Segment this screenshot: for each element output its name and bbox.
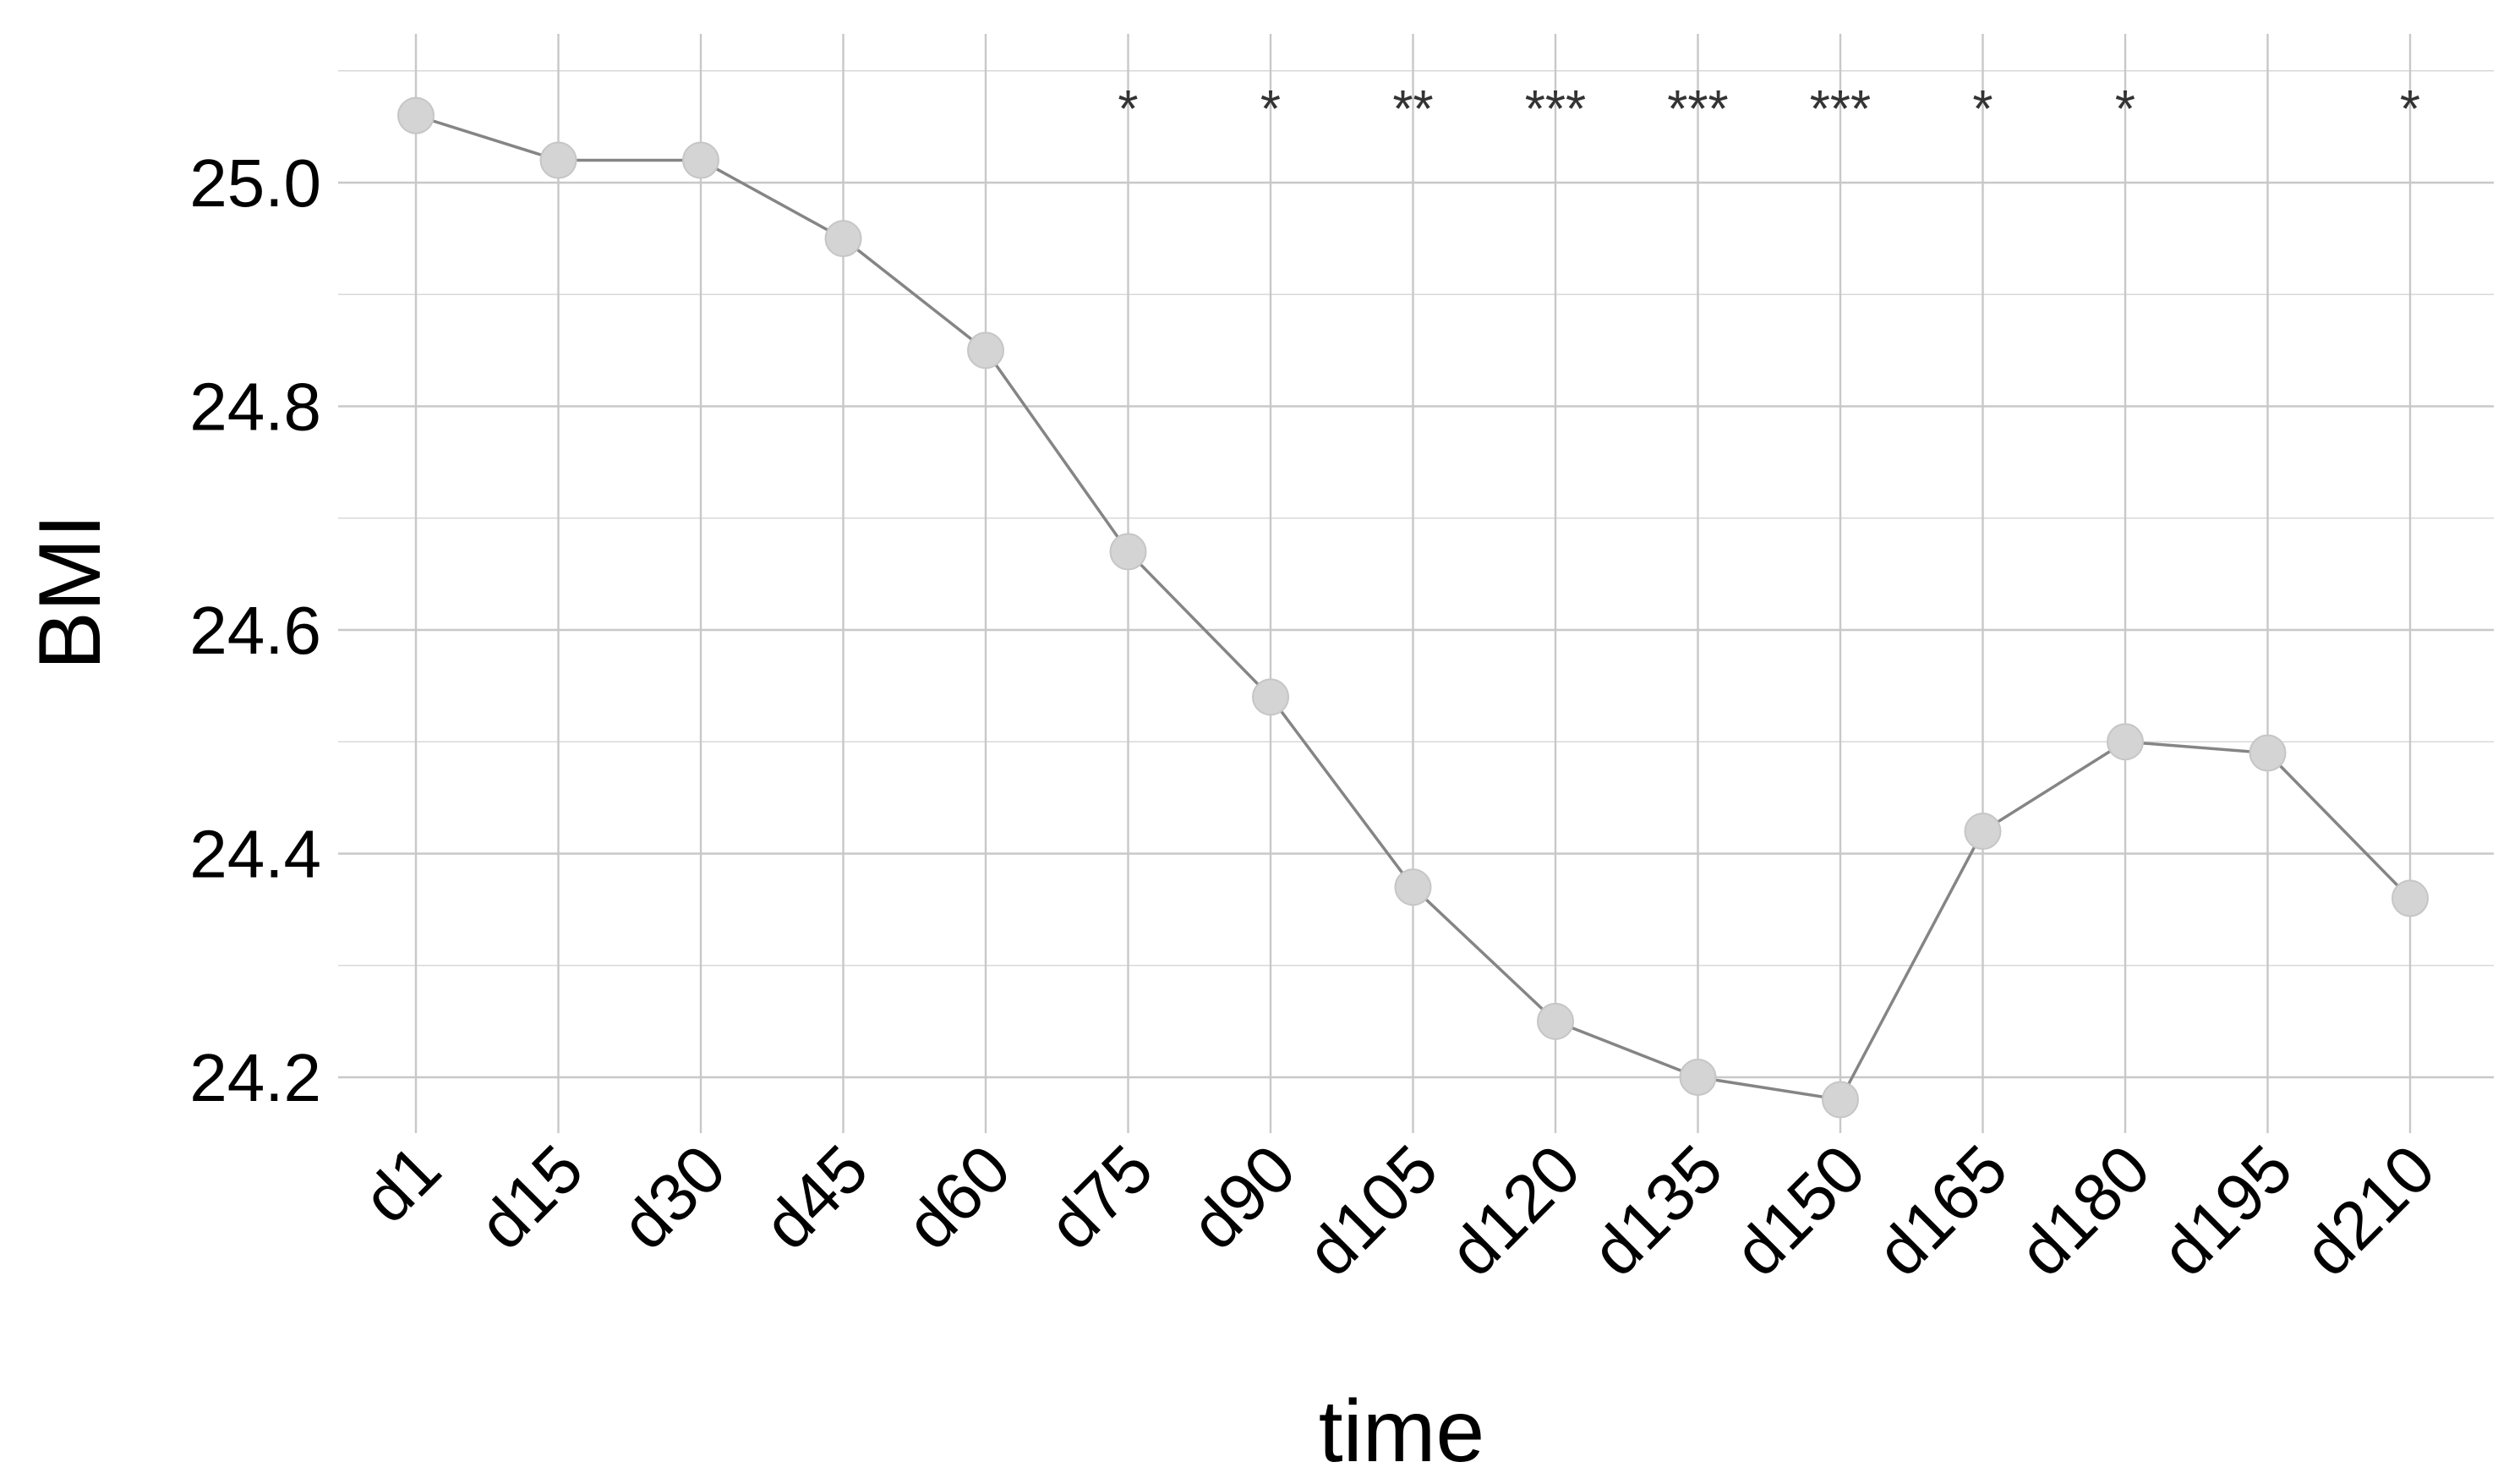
significance-marker-d120: *** <box>1525 80 1586 139</box>
x-tick-label: d105 <box>1293 1131 1452 1290</box>
y-tick-label: 24.6 <box>189 593 321 668</box>
grid <box>338 34 2494 1133</box>
x-tick-label: d180 <box>2004 1131 2164 1290</box>
significance-marker-d150: *** <box>1810 80 1871 139</box>
significance-marker-d90: * <box>1260 80 1281 139</box>
significance-marker-d135: *** <box>1667 80 1728 139</box>
data-point-d60 <box>967 331 1004 370</box>
significance-marker-d165: * <box>1972 80 1992 139</box>
x-tick-label: d60 <box>892 1131 1025 1263</box>
data-point-d45 <box>824 220 862 258</box>
data-point-d75 <box>1109 533 1147 571</box>
significance-marker-d210: * <box>2400 80 2420 139</box>
series <box>397 96 2429 1119</box>
x-axis-ticks: d1 d15 d30 d45 d60 d75 d90d105d120d135d150d165… <box>348 1131 2449 1290</box>
data-point-d195 <box>2249 734 2287 772</box>
x-tick-label: d15 <box>464 1131 597 1263</box>
x-tick-label: d165 <box>1862 1131 2022 1290</box>
x-tick-label: d120 <box>1435 1131 1594 1290</box>
data-point-d1 <box>397 96 435 134</box>
data-point-d180 <box>2107 723 2144 761</box>
x-tick-label: d150 <box>1719 1131 1879 1290</box>
y-tick-label: 25.0 <box>189 145 321 221</box>
significance-markers: * * ** *** *** *** * * * <box>1118 80 2420 139</box>
significance-marker-d180: * <box>2115 80 2135 139</box>
data-point-d15 <box>539 141 577 179</box>
data-point-d210 <box>2392 879 2429 917</box>
x-tick-label: d210 <box>2289 1131 2449 1290</box>
data-point-d165 <box>1964 813 2002 851</box>
y-axis-title: BMI <box>21 514 119 671</box>
data-point-d150 <box>1822 1081 1859 1119</box>
y-axis-ticks: 24.2 24.4 24.6 24.8 25.0 <box>189 145 321 1115</box>
y-tick-label: 24.2 <box>189 1040 321 1115</box>
x-axis-title: time <box>1319 1383 1484 1481</box>
data-point-d120 <box>1537 1002 1574 1040</box>
y-tick-label: 24.8 <box>189 370 321 445</box>
x-tick-label: d195 <box>2147 1131 2307 1290</box>
y-tick-label: 24.4 <box>189 817 321 892</box>
x-tick-label: d90 <box>1177 1131 1309 1263</box>
data-point-d105 <box>1394 868 1432 906</box>
significance-marker-d105: ** <box>1392 80 1433 139</box>
x-tick-label: d1 <box>348 1131 455 1237</box>
x-tick-label: d45 <box>749 1131 882 1263</box>
significance-marker-d75: * <box>1118 80 1138 139</box>
x-tick-label: d135 <box>1577 1131 1737 1290</box>
x-tick-label: d30 <box>607 1131 740 1263</box>
x-tick-label: d75 <box>1034 1131 1167 1263</box>
data-point-d90 <box>1252 678 1289 716</box>
data-point-d135 <box>1679 1059 1717 1096</box>
data-point-d30 <box>682 141 719 179</box>
